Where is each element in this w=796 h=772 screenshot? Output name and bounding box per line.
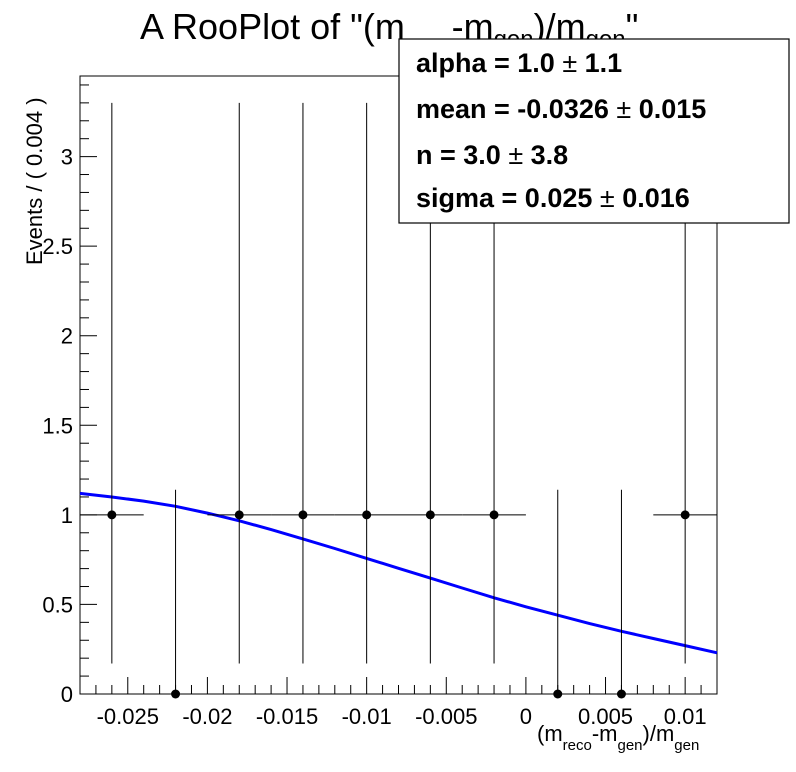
x-tick-label: -0.01 — [342, 704, 392, 729]
point-marker — [362, 510, 372, 520]
point-marker — [553, 689, 563, 699]
x-tick-label: -0.02 — [182, 704, 232, 729]
x-tick-label: 0 — [520, 704, 532, 729]
x-axis-label: (mreco-mgen)/mgen — [537, 721, 699, 754]
stat-n: n = 3.0 ± 3.8 — [416, 140, 568, 170]
fit-curve-line — [79, 491, 718, 655]
point-marker — [171, 689, 181, 699]
stat-alpha: alpha = 1.0 ± 1.1 — [416, 48, 622, 78]
point-marker — [425, 510, 435, 520]
fit-stats-box: alpha = 1.0 ± 1.1 mean = -0.0326 ± 0.015… — [398, 38, 790, 224]
y-tick-label: 2 — [61, 324, 73, 349]
x-tick-label: 0.005 — [578, 704, 633, 729]
y-tick-label: 1.5 — [42, 413, 73, 438]
y-tick-label: 0 — [61, 682, 73, 707]
y-tick-label: 0.5 — [42, 592, 73, 617]
stat-mean: mean = -0.0326 ± 0.015 — [416, 94, 706, 124]
x-tick-labels: -0.025 -0.02 -0.015 -0.01 -0.005 0 0.005 0.01 — [97, 704, 707, 729]
y-tick-label: 1 — [61, 503, 73, 528]
data-point — [271, 102, 335, 664]
fit-curve-layer — [79, 491, 718, 655]
x-tick-label: -0.015 — [256, 704, 318, 729]
point-marker — [680, 510, 690, 520]
stat-sigma: sigma = 0.025 ± 0.016 — [416, 183, 690, 213]
point-marker — [298, 510, 308, 520]
y-tick-labels: 0 0.5 1 1.5 2 2.5 3 — [42, 145, 73, 707]
point-marker — [107, 510, 117, 520]
x-tick-label: -0.025 — [97, 704, 159, 729]
y-tick-label: 3 — [61, 145, 73, 170]
y-axis-label: Events / ( 0.004 ) — [22, 97, 47, 265]
point-marker — [616, 689, 626, 699]
data-point — [80, 102, 144, 664]
point-marker — [234, 510, 244, 520]
data-point — [589, 489, 654, 699]
data-point — [525, 489, 590, 699]
x-tick-label: -0.005 — [415, 704, 477, 729]
data-point — [143, 489, 208, 699]
y-tick-label: 2.5 — [42, 234, 73, 259]
stats-box-frame — [398, 38, 790, 224]
data-point — [334, 102, 399, 664]
x-tick-label: 0.01 — [664, 704, 707, 729]
data-point — [207, 102, 272, 664]
point-marker — [489, 510, 499, 520]
